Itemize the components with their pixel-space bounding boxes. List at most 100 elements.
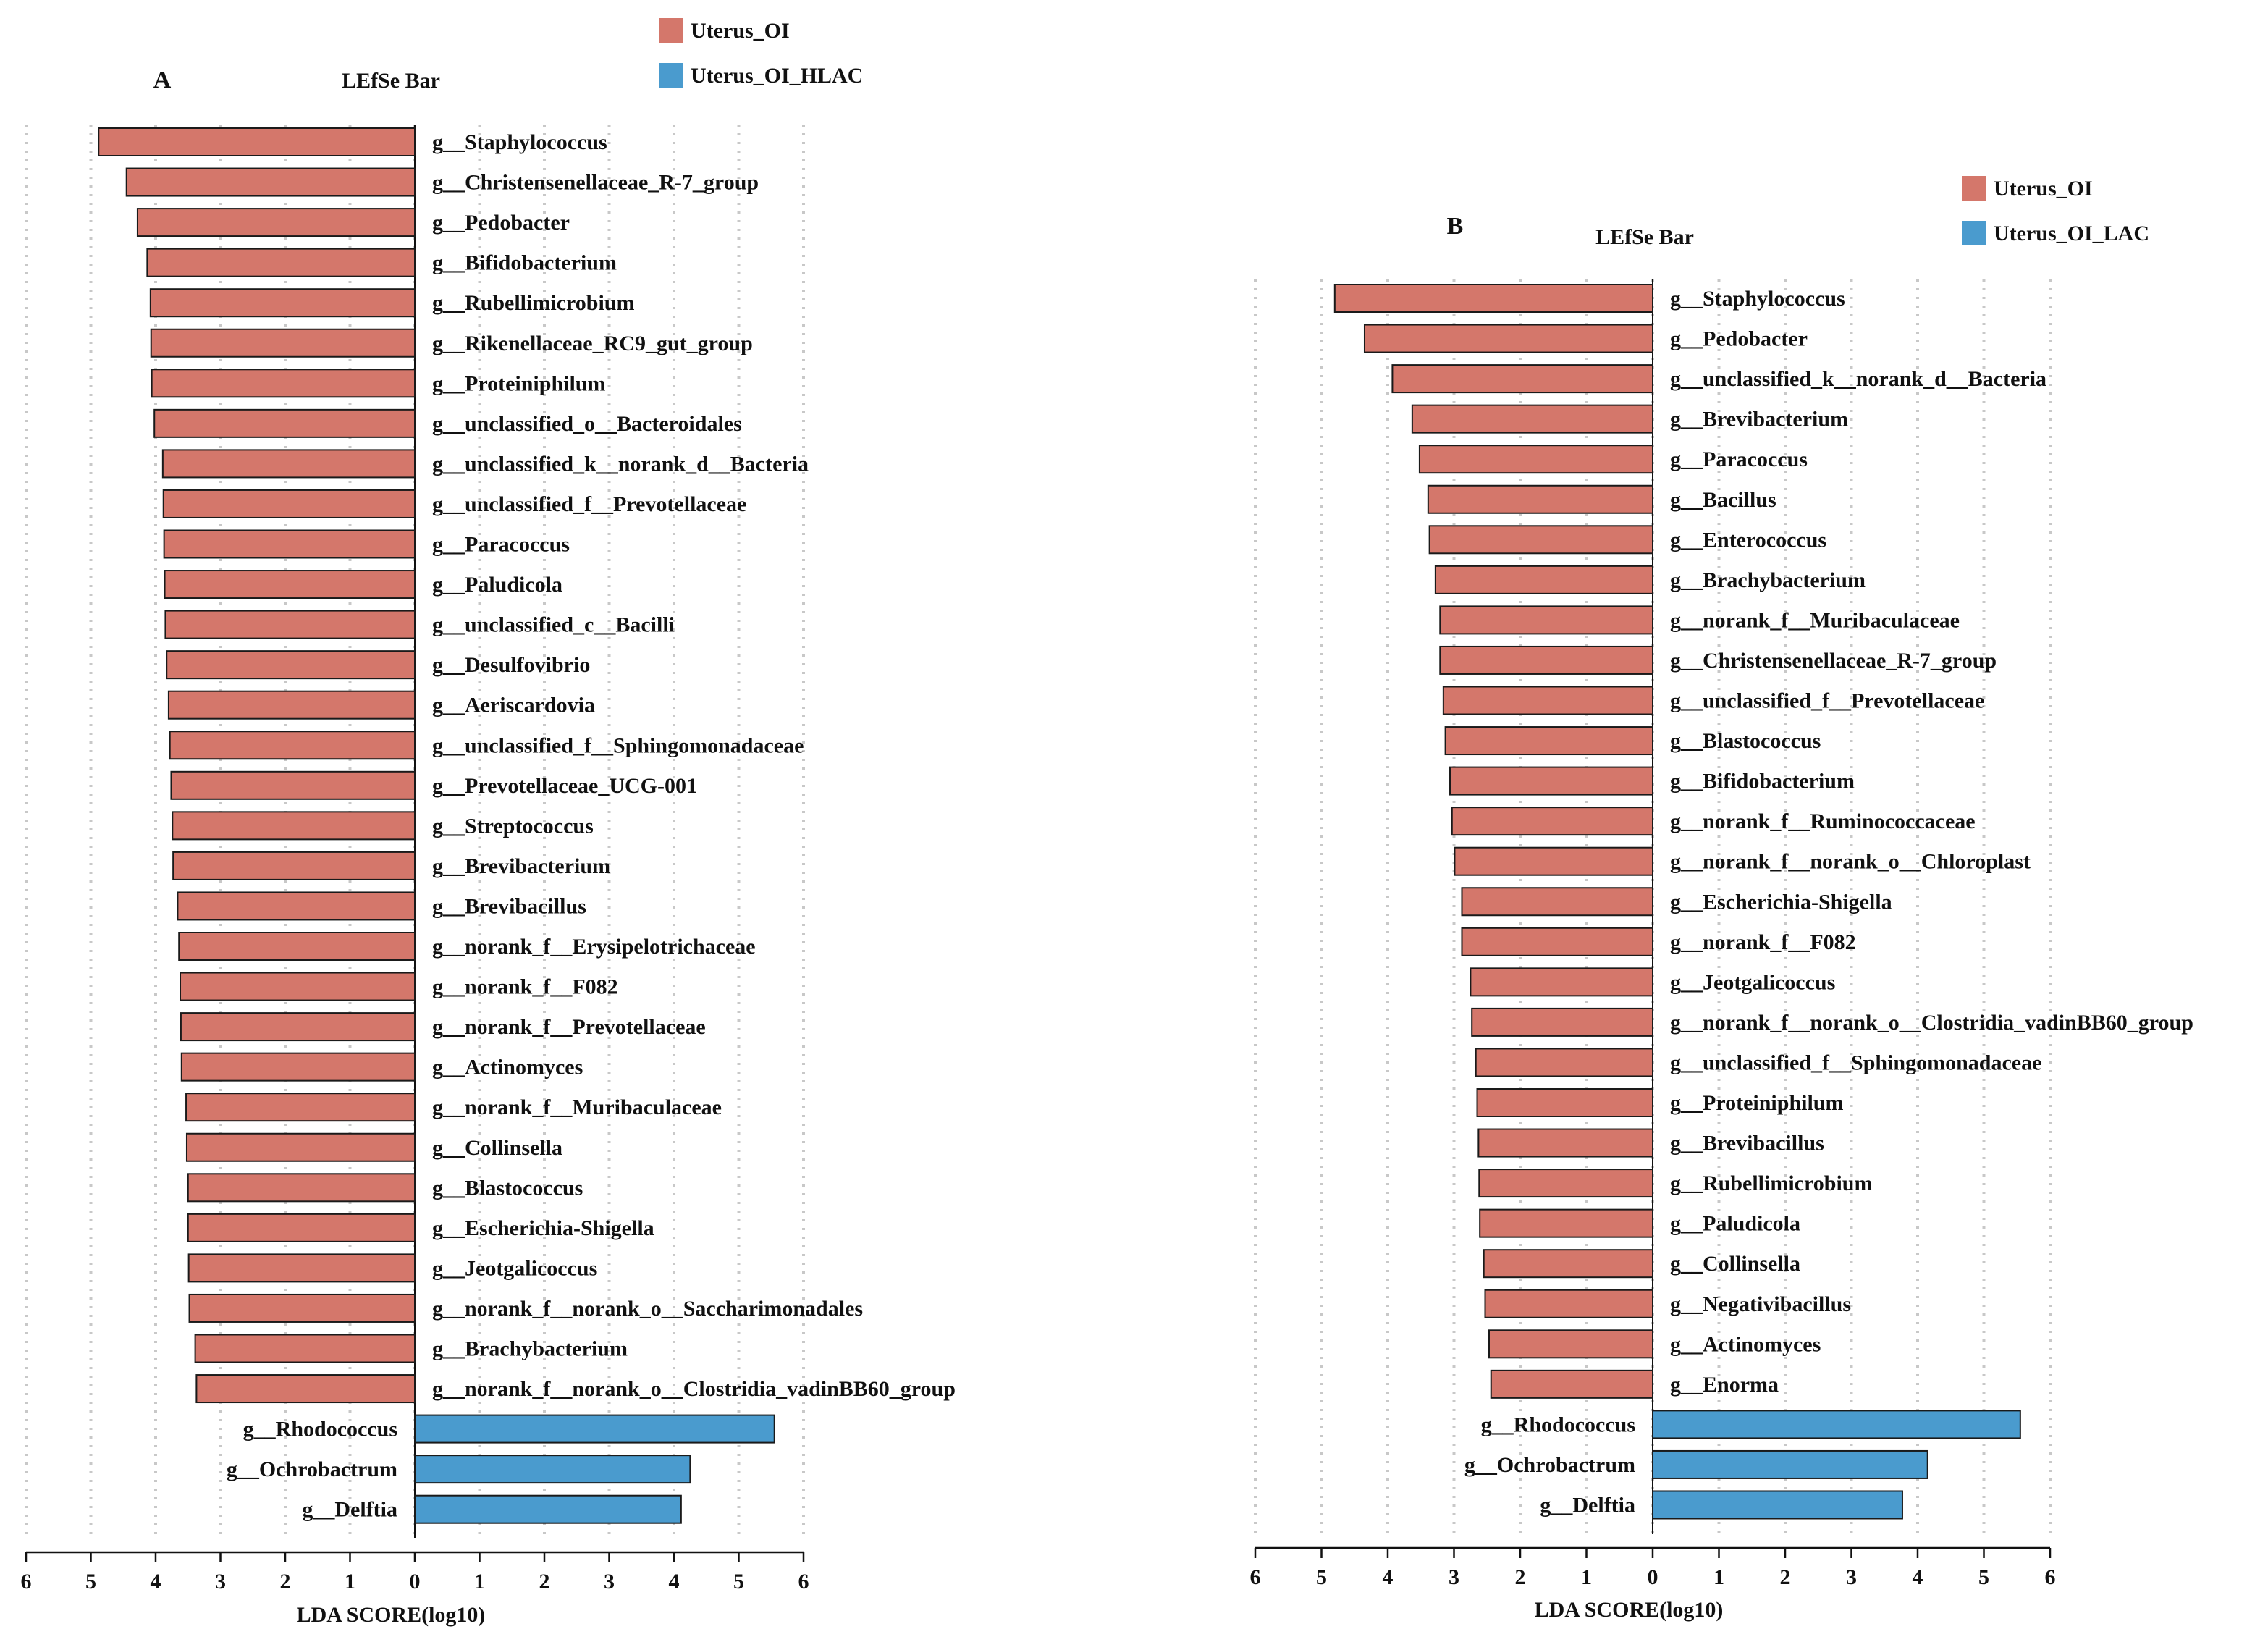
category-label: g__unclassified_k__norank_d__Bacteria <box>432 452 809 476</box>
category-label: g__Escherichia-Shigella <box>432 1216 654 1240</box>
panel-b: g__Staphylococcus g__Pedobacter g__unclass… <box>1250 176 2193 1622</box>
x-tick-label: 3 <box>1449 1565 1459 1589</box>
bar <box>1652 1410 2021 1439</box>
category-label: g__Brevibacterium <box>432 854 610 878</box>
x-tick-label: 6 <box>2045 1565 2056 1589</box>
legend-swatch <box>1962 176 1986 201</box>
bar <box>1652 1449 1928 1479</box>
bar <box>414 1494 682 1524</box>
bar <box>1475 1048 1653 1077</box>
x-tick-label: 4 <box>669 1570 680 1594</box>
bar <box>170 770 416 800</box>
x-tick-label: 1 <box>1581 1565 1592 1589</box>
category-label: g__norank_f__norank_o__Clostridia_vadinB… <box>1670 1011 2193 1035</box>
bar <box>172 811 416 841</box>
bar <box>169 731 416 760</box>
bar <box>1484 1289 1653 1318</box>
bar <box>1476 1088 1654 1117</box>
category-label: g__Negativibacillus <box>1670 1292 1851 1316</box>
category-label: g__unclassified_k__norank_d__Bacteria <box>1670 367 2046 391</box>
bar <box>146 248 416 277</box>
bar <box>1439 645 1654 675</box>
category-label: g__Brevibacillus <box>1670 1132 1824 1156</box>
category-label: g__Rubellimicrobium <box>1670 1171 1872 1195</box>
bar <box>136 208 416 237</box>
bar <box>167 690 416 720</box>
category-label: g__unclassified_o__Bacteroidales <box>432 412 742 436</box>
x-tick-label: 2 <box>539 1570 550 1594</box>
category-label: g__Christensenellaceae_R-7_group <box>432 171 759 195</box>
category-label: g__unclassified_f__Prevotellaceae <box>432 492 746 516</box>
category-label: g__Collinsella <box>1670 1252 1800 1276</box>
bar <box>151 369 416 398</box>
bar <box>178 932 416 961</box>
bar <box>185 1132 416 1162</box>
category-label: g__Escherichia-Shigella <box>1670 890 1892 914</box>
bar <box>1434 565 1653 594</box>
bar <box>1461 927 1653 956</box>
x-tick-label: 5 <box>733 1570 744 1594</box>
category-label: g__Aeriscardovia <box>432 694 595 717</box>
bar <box>1449 766 1653 796</box>
bar <box>1451 807 1653 836</box>
category-label: g__Streptococcus <box>432 814 594 838</box>
bar <box>1483 1249 1654 1279</box>
category-label: g__unclassified_c__Bacilli <box>432 613 675 637</box>
bar <box>180 972 416 1001</box>
category-label: g__norank_f__Muribaculaceae <box>432 1095 722 1119</box>
category-label: g__Ochrobactrum <box>1464 1453 1635 1477</box>
category-label: g__Staphylococcus <box>1670 287 1845 311</box>
bar <box>1488 1329 1654 1359</box>
category-label: g__Pedobacter <box>1670 327 1808 351</box>
bar <box>1391 364 1654 394</box>
category-label: g__Ochrobactrum <box>227 1457 397 1481</box>
category-label: g__Blastococcus <box>1670 729 1821 753</box>
bar <box>1490 1369 1653 1399</box>
category-label: g__Paracoccus <box>432 533 570 557</box>
legend-swatch <box>1962 221 1986 245</box>
bar <box>1470 967 1653 997</box>
bar <box>1454 846 1654 876</box>
x-tick-label: 4 <box>1913 1565 1923 1589</box>
category-label: g__Jeotgalicoccus <box>432 1256 597 1280</box>
x-tick-label: 5 <box>1978 1565 1989 1589</box>
bar <box>164 570 416 599</box>
x-axis-label: LDA SCORE(log10) <box>1535 1598 1724 1622</box>
category-label: g__norank_f__Muribaculaceae <box>1670 608 1960 632</box>
bar <box>172 851 416 880</box>
bar <box>162 489 416 518</box>
category-label: g__Delftia <box>1540 1494 1635 1518</box>
category-label: g__Desulfovibrio <box>432 653 590 677</box>
category-label: g__Enterococcus <box>1670 528 1826 552</box>
bar <box>1479 1208 1654 1238</box>
bar <box>164 610 416 639</box>
bar <box>414 1455 691 1484</box>
bar <box>1652 1490 1903 1520</box>
x-tick-label: 5 <box>85 1570 96 1594</box>
bar <box>1428 525 1654 555</box>
bar <box>187 1253 416 1283</box>
category-label: g__unclassified_f__Prevotellaceae <box>1670 689 1984 713</box>
x-tick-label: 0 <box>410 1570 421 1594</box>
category-label: g__Proteiniphilum <box>432 371 605 395</box>
category-label: g__norank_f__norank_o__Clostridia_vadinB… <box>432 1377 956 1401</box>
category-label: g__Rhodococcus <box>243 1418 397 1441</box>
category-label: g__Delftia <box>302 1498 397 1522</box>
category-label: g__Rhodococcus <box>1481 1413 1635 1436</box>
category-label: g__Bifidobacterium <box>432 251 617 275</box>
category-label: g__norank_f__norank_o__Saccharimonadales <box>432 1297 863 1321</box>
x-tick-label: 3 <box>215 1570 226 1594</box>
bar <box>1471 1007 1653 1037</box>
x-tick-label: 6 <box>21 1570 32 1594</box>
category-label: g__unclassified_f__Sphingomonadaceae <box>1670 1051 2041 1074</box>
category-label: g__Actinomyces <box>1670 1332 1821 1356</box>
x-tick-label: 1 <box>1713 1565 1724 1589</box>
category-label: g__norank_f__Ruminococcaceae <box>1670 809 1976 833</box>
category-label: g__Bacillus <box>1670 488 1776 512</box>
category-label: g__Brachybacterium <box>1670 568 1866 592</box>
bar <box>1442 686 1653 715</box>
category-label: g__norank_f__Erysipelotrichaceae <box>432 935 756 959</box>
category-label: g__Staphylococcus <box>432 130 607 154</box>
bar <box>163 529 416 559</box>
bar <box>414 1414 775 1444</box>
